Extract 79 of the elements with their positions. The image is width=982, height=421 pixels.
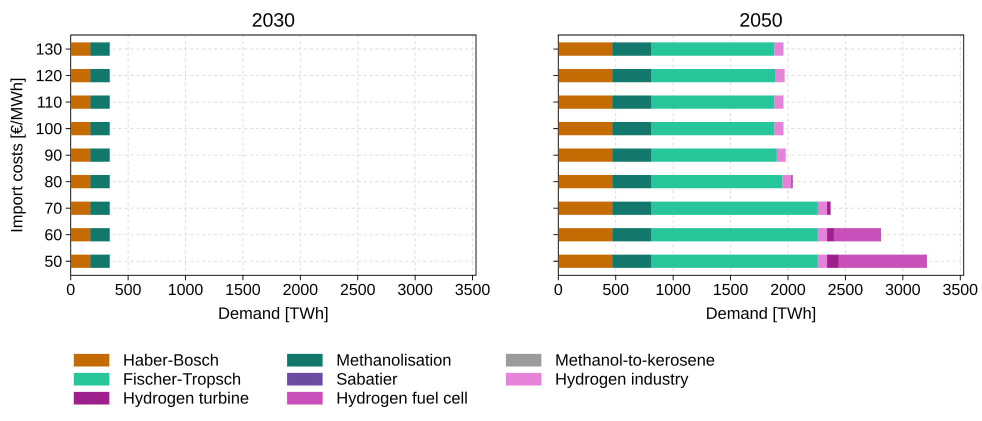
bar — [827, 254, 839, 268]
legend-label: Methanol-to-kerosene — [556, 354, 714, 366]
x-tick-label: 1000 — [656, 284, 690, 296]
bar — [782, 175, 792, 188]
bar — [612, 95, 652, 109]
y-tick-label: 120 — [36, 70, 62, 82]
legend-label: Haber-Bosch — [124, 354, 218, 366]
y-tick-label: 80 — [45, 176, 62, 188]
bar — [818, 202, 828, 215]
x-axis-title: Demand [TWh] — [219, 306, 328, 322]
legend-label: Methanolisation — [338, 354, 450, 366]
bar — [838, 254, 927, 268]
x-tick-label: 1500 — [714, 284, 748, 296]
x-tick-label: 2500 — [828, 284, 863, 296]
bar — [834, 228, 882, 242]
bar — [612, 42, 652, 56]
y-axis-title: Import costs [€/MWh] — [10, 78, 26, 232]
bar — [651, 175, 782, 188]
bar — [558, 202, 612, 215]
x-axis-title: Demand [TWh] — [707, 306, 816, 322]
bar — [776, 148, 786, 162]
bar — [612, 228, 652, 242]
chart-title: 2030 — [252, 13, 294, 27]
bar — [558, 175, 612, 188]
bar — [612, 148, 652, 162]
bar — [775, 68, 785, 82]
bar — [558, 68, 612, 82]
bar — [818, 228, 828, 242]
x-tick-label: 2500 — [340, 284, 375, 296]
bar — [774, 95, 784, 109]
x-tick-label: 2000 — [283, 284, 318, 296]
x-tick-label: 0 — [66, 284, 74, 296]
x-tick-label: 3500 — [943, 284, 978, 296]
y-tick-label: 100 — [36, 122, 62, 134]
bar — [558, 148, 612, 162]
bar — [827, 202, 830, 215]
bar — [612, 254, 652, 268]
bar — [558, 95, 612, 109]
x-tick-label: 0 — [554, 284, 562, 296]
x-tick-label: 2000 — [771, 284, 806, 296]
legend-label: Hydrogen fuel cell — [338, 392, 467, 408]
bar — [651, 254, 818, 268]
bar — [612, 68, 652, 82]
legend-label: Hydrogen turbine — [124, 392, 248, 408]
bar — [827, 228, 834, 242]
bar — [774, 42, 784, 56]
bar — [651, 228, 818, 242]
bar — [651, 202, 818, 215]
bar — [651, 122, 774, 136]
y-tick-label: 60 — [45, 229, 62, 240]
y-tick-label: 130 — [36, 43, 62, 55]
bar — [818, 254, 828, 268]
bar — [651, 68, 776, 82]
legend-label: Fischer-Tropsch — [124, 372, 240, 388]
y-tick-label: 70 — [45, 202, 62, 214]
x-tick-label: 3000 — [886, 284, 920, 296]
bar — [558, 122, 612, 136]
bar — [612, 202, 652, 215]
bar — [558, 254, 612, 268]
y-tick-label: 90 — [45, 150, 62, 161]
bar — [558, 228, 612, 242]
x-tick-label: 3000 — [398, 284, 432, 296]
bar — [612, 175, 652, 188]
bar — [558, 42, 612, 56]
y-tick-label: 110 — [38, 96, 62, 108]
x-tick-label: 1500 — [226, 284, 260, 296]
bar — [651, 148, 777, 162]
x-tick-label: 500 — [115, 284, 141, 296]
legend-label: Sabatier — [337, 372, 398, 385]
x-tick-label: 1000 — [169, 284, 203, 296]
legend-label: Hydrogen industry — [556, 372, 688, 388]
x-tick-label: 3500 — [455, 284, 490, 296]
bar — [774, 122, 784, 136]
y-tick-label: 50 — [45, 256, 62, 267]
x-tick-label: 500 — [603, 284, 628, 296]
chart-title: 2050 — [740, 13, 782, 27]
bar — [612, 122, 652, 136]
bar — [651, 42, 774, 56]
bar — [651, 95, 774, 109]
